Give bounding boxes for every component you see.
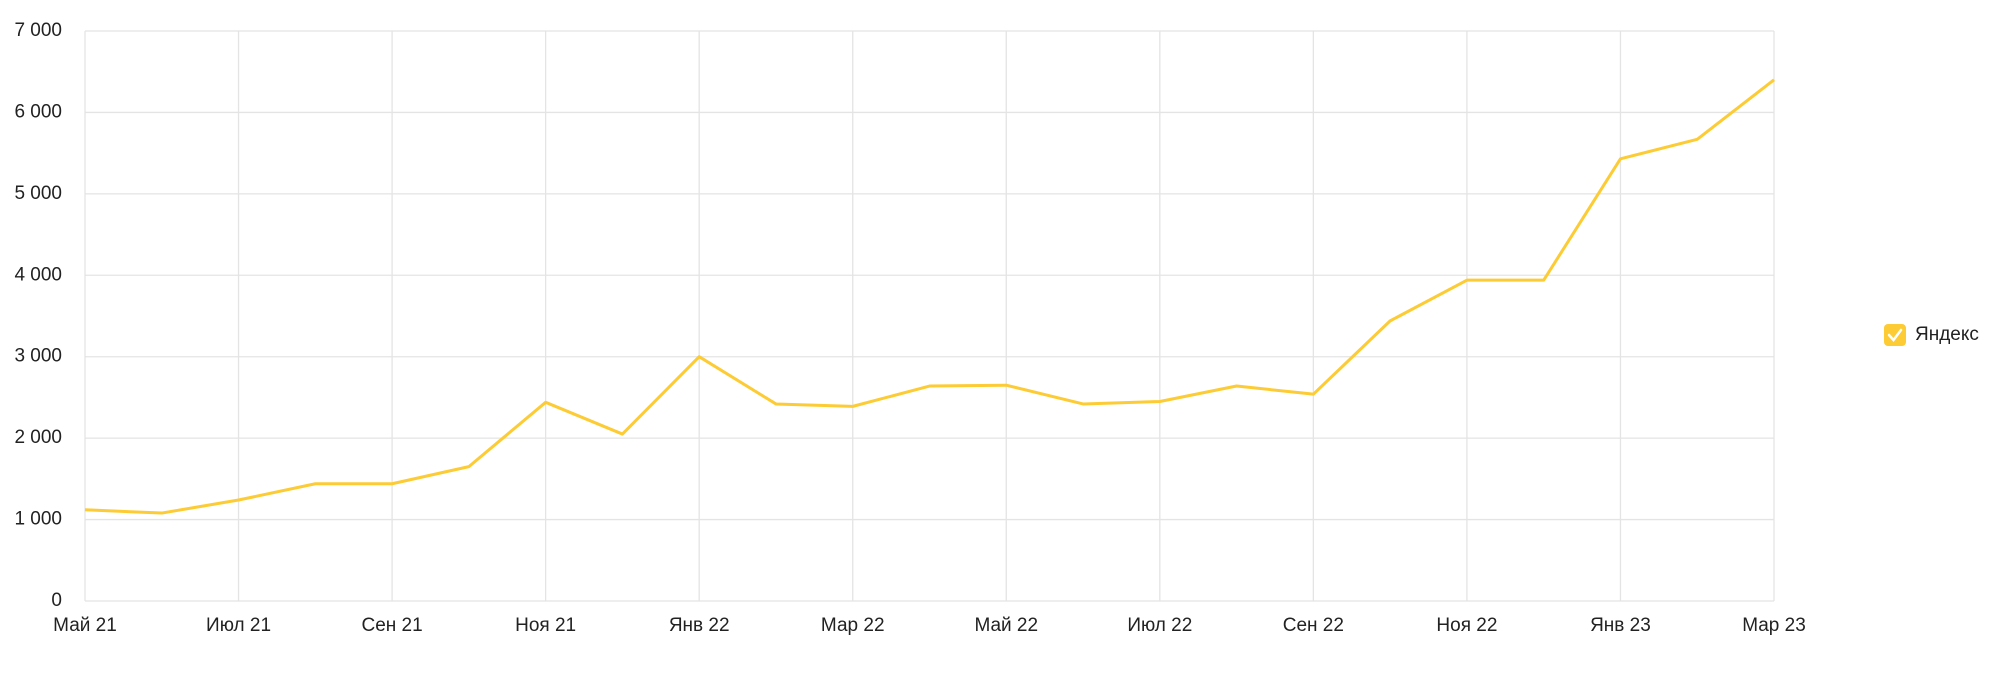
x-tick-label: Июл 22 <box>1127 615 1192 636</box>
y-tick-label: 1 000 <box>14 509 62 530</box>
x-tick-label: Июл 21 <box>206 615 271 636</box>
x-tick-label: Янв 23 <box>1590 615 1651 636</box>
y-tick-label: 5 000 <box>14 183 62 204</box>
y-tick-label: 4 000 <box>14 264 62 285</box>
y-tick-label: 7 000 <box>14 20 62 41</box>
x-tick-label: Мар 23 <box>1742 615 1806 636</box>
legend-item[interactable]: Яндекс <box>1884 324 1979 346</box>
y-tick-label: 6 000 <box>14 101 62 122</box>
x-tick-label: Янв 22 <box>669 615 730 636</box>
line <box>84 78 1775 515</box>
legend-checkbox <box>1884 324 1906 346</box>
legend-check <box>1887 328 1903 342</box>
x-tick-label: Мар 22 <box>821 615 885 636</box>
x-tick-label: Май 22 <box>974 615 1038 636</box>
x-tick-label: Май 21 <box>53 615 117 636</box>
x-tick-label: Ноя 21 <box>515 615 576 636</box>
y-tick-label: 2 000 <box>14 427 62 448</box>
x-tick-label: Сен 22 <box>1283 615 1344 636</box>
x-tick-label: Сен 21 <box>361 615 422 636</box>
x-tick-label: Ноя 22 <box>1436 615 1497 636</box>
y-tick-label: 0 <box>51 590 62 611</box>
y-tick-label: 3 000 <box>14 346 62 367</box>
legend-label: Яндекс <box>1915 324 1979 345</box>
